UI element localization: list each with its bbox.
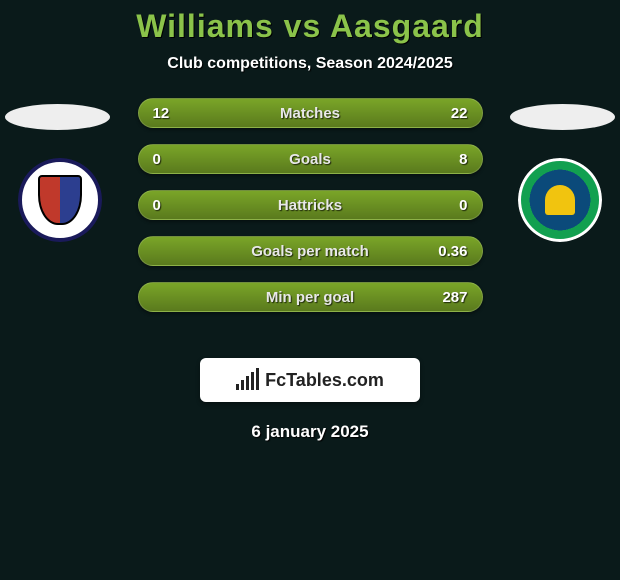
- infographic-container: Williams vs Aasgaard Club competitions, …: [0, 0, 620, 580]
- subtitle: Club competitions, Season 2024/2025: [0, 55, 620, 73]
- stat-left-value: 0: [153, 151, 193, 168]
- stat-label: Goals: [289, 151, 331, 168]
- date-text: 6 january 2025: [0, 422, 620, 442]
- team-badge-left: [18, 158, 102, 242]
- crawley-badge-icon: [18, 158, 102, 242]
- player-photo-right: [510, 104, 615, 130]
- stat-left-value: 0: [153, 197, 193, 214]
- wigan-badge-icon: [518, 158, 602, 242]
- stat-row-mpg: Min per goal 287: [138, 282, 483, 312]
- stat-label: Goals per match: [251, 243, 369, 260]
- stat-row-gpm: Goals per match 0.36: [138, 236, 483, 266]
- stat-rows: 12 Matches 22 0 Goals 8 0 Hattricks 0 Go…: [138, 98, 483, 312]
- brand-box: FcTables.com: [200, 358, 420, 402]
- stat-right-value: 8: [428, 151, 468, 168]
- stat-row-matches: 12 Matches 22: [138, 98, 483, 128]
- brand-text: FcTables.com: [265, 370, 384, 391]
- stat-row-goals: 0 Goals 8: [138, 144, 483, 174]
- stat-row-hattricks: 0 Hattricks 0: [138, 190, 483, 220]
- page-title: Williams vs Aasgaard: [0, 0, 620, 45]
- stat-label: Hattricks: [278, 197, 342, 214]
- stats-area: 12 Matches 22 0 Goals 8 0 Hattricks 0 Go…: [0, 98, 620, 348]
- stat-right-value: 0.36: [427, 243, 467, 260]
- stat-left-value: 12: [153, 105, 193, 122]
- player-photo-left: [5, 104, 110, 130]
- stat-right-value: 287: [428, 289, 468, 306]
- stat-label: Min per goal: [266, 289, 354, 306]
- stat-right-value: 22: [428, 105, 468, 122]
- stat-right-value: 0: [427, 197, 467, 214]
- stat-label: Matches: [280, 105, 340, 122]
- brand-bars-icon: [236, 370, 259, 390]
- team-badge-right: [518, 158, 602, 242]
